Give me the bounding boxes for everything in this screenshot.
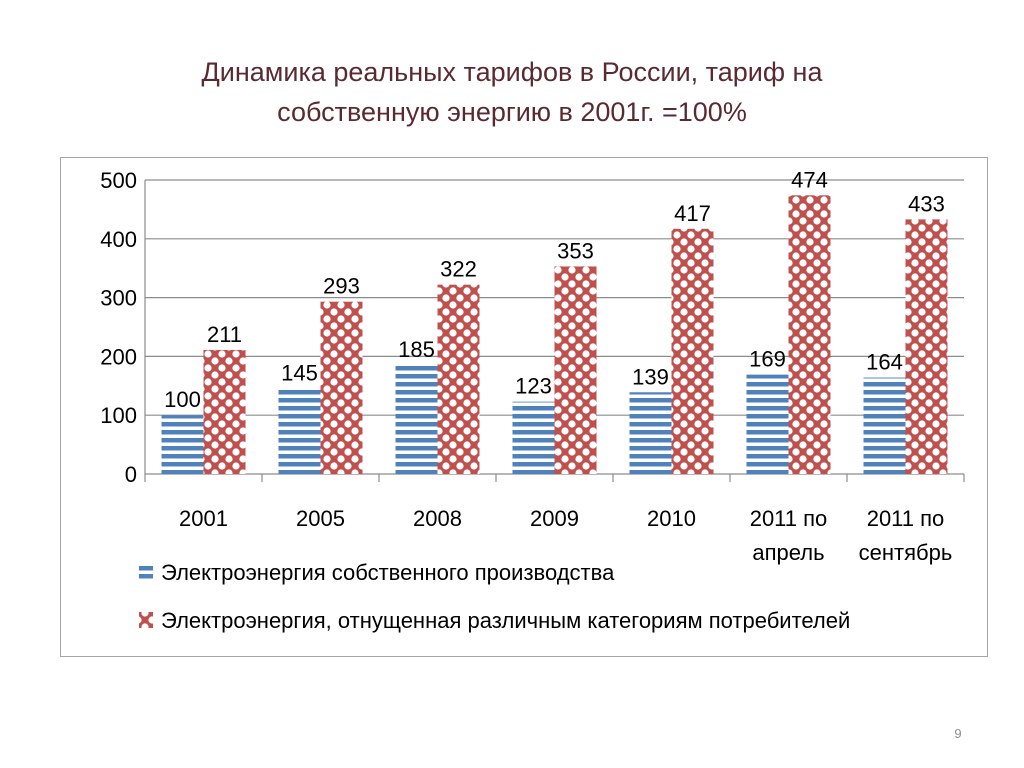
- x-tick-label: 2009: [530, 506, 579, 531]
- x-tick-label: 2005: [296, 506, 345, 531]
- legend: Электроэнергия собственного производства…: [139, 560, 850, 633]
- x-tick-label: 2011 по: [750, 506, 828, 531]
- x-tick-label: 2010: [647, 506, 696, 531]
- bar-sold-1: [320, 301, 363, 474]
- bar-own-6: [863, 377, 906, 474]
- bars: [161, 195, 948, 474]
- chart-frame: 0 100 200 300 400 500 2001 2005 2008 2009 2010 2011…: [60, 157, 988, 657]
- data-label: 433: [908, 191, 945, 216]
- bar-chart: 0 100 200 300 400 500 2001 2005 2008 2009 2010 2011…: [100, 167, 965, 633]
- legend-label-0: Электроэнергия собственного производства: [161, 560, 615, 585]
- data-label: 185: [398, 337, 435, 362]
- data-label: 100: [164, 387, 201, 412]
- title-line-1: Динамика реальных тарифов в России, тари…: [201, 57, 823, 87]
- legend-label-1: Электроэнергия, отнущенная различным кат…: [161, 608, 850, 633]
- title-line-2: собственную энергию в 2001г. =100%: [277, 97, 747, 127]
- data-label: 169: [749, 347, 786, 372]
- bar-own-2: [395, 365, 438, 474]
- bar-sold-3: [554, 266, 597, 474]
- y-tick-label: 400: [100, 227, 137, 252]
- x-tick-label: 2001: [179, 506, 228, 531]
- data-label: 293: [323, 274, 360, 299]
- y-tick-label: 100: [100, 403, 137, 428]
- y-tick-label: 200: [100, 344, 137, 369]
- x-tick-label: сентябрь: [859, 540, 953, 565]
- y-tick-label: 500: [100, 168, 137, 193]
- x-tick-label: апрель: [752, 540, 824, 565]
- page-number: 9: [954, 726, 962, 741]
- bar-sold-0: [203, 349, 246, 474]
- bar-sold-5: [788, 195, 831, 474]
- data-labels: 100 145 185 123 139 169 164 211 293 322 353 417 474 4…: [164, 167, 945, 412]
- bar-sold-4: [671, 228, 714, 474]
- x-tick-label: 2008: [413, 506, 462, 531]
- y-tick-label: 300: [100, 286, 137, 311]
- legend-swatch-0: [139, 564, 153, 580]
- data-label: 353: [557, 238, 594, 263]
- data-label: 474: [791, 167, 828, 192]
- legend-swatch-1: [139, 612, 153, 628]
- y-tick-label: 0: [125, 462, 137, 487]
- slide-title: Динамика реальных тарифов в России, тари…: [100, 52, 924, 132]
- bar-own-0: [161, 415, 204, 474]
- data-label: 211: [207, 322, 242, 347]
- bar-own-3: [512, 401, 555, 474]
- data-label: 164: [866, 350, 903, 375]
- bar-own-4: [629, 392, 672, 474]
- bar-sold-6: [905, 219, 948, 474]
- data-label: 145: [281, 361, 318, 386]
- data-label: 123: [515, 374, 552, 399]
- data-label: 322: [440, 257, 477, 282]
- bar-own-1: [278, 388, 321, 474]
- data-label: 417: [674, 201, 711, 226]
- data-label: 139: [632, 364, 669, 389]
- bar-sold-2: [437, 284, 480, 474]
- x-tick-label: 2011 по: [867, 506, 945, 531]
- bar-own-5: [746, 374, 789, 474]
